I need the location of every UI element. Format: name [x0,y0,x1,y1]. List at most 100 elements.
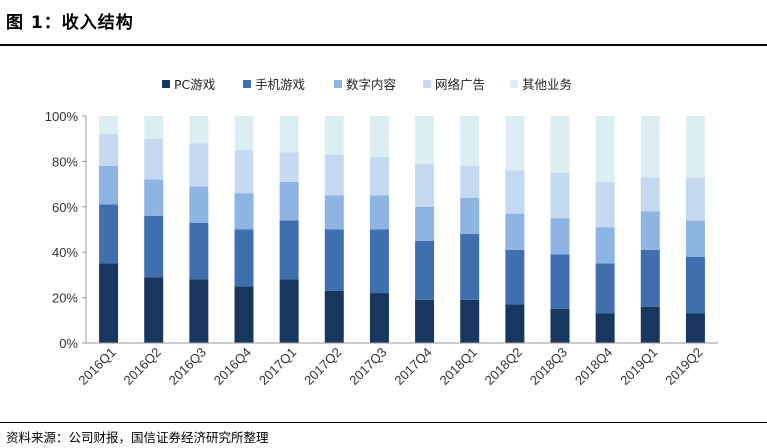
bar-segment-手机游戏-2017Q1 [279,220,299,280]
stacked-bar-chart: PC游戏 手机游戏 数字内容 网络广告 其他业务 0%20%40%60%80%100% … [45,77,718,388]
bar-segment-数字内容-2016Q3 [189,186,209,223]
bar-segment-数字内容-2018Q2 [505,213,525,250]
legend-swatch-其他业务 [510,80,518,88]
bar-segment-手机游戏-2019Q2 [685,256,705,314]
bar-segment-网络广告-2018Q1 [460,165,480,198]
bar-segment-其他业务-2017Q1 [279,116,299,153]
y-tick-label: 0% [59,336,78,351]
bar-segment-手机游戏-2018Q4 [595,263,615,314]
y-tick-label: 40% [52,245,78,260]
legend-label-pc游戏: PC游戏 [174,77,215,92]
bar-segment-数字内容-2019Q2 [685,220,705,257]
bar-segment-其他业务-2019Q1 [640,116,660,178]
bar-segment-数字内容-2017Q2 [324,195,344,230]
bar-segment-其他业务-2017Q2 [324,116,344,155]
bar-segment-数字内容-2018Q1 [460,197,480,235]
bar-segment-手机游戏-2017Q2 [324,229,344,291]
source-divider [0,422,767,423]
bar-segment-其他业务-2018Q2 [505,116,525,171]
y-tick-label: 60% [52,200,78,215]
bar-segment-网络广告-2016Q1 [99,134,119,166]
bar-segment-数字内容-2016Q1 [99,165,119,205]
bar-segment-数字内容-2018Q4 [595,227,615,264]
bar-segment-其他业务-2017Q4 [415,116,435,164]
bar-segment-手机游戏-2017Q3 [369,229,389,294]
bar-segment-其他业务-2016Q4 [234,116,254,151]
bar-segment-数字内容-2018Q3 [550,218,570,255]
figure-title: 图 1：收入结构 [6,13,134,33]
bar-segment-其他业务-2018Q4 [595,116,615,182]
bar-segment-其他业务-2016Q1 [99,116,119,135]
bar-segment-手机游戏-2018Q2 [505,249,525,305]
bar-segment-其他业务-2019Q2 [685,116,705,178]
bar-segment-手机游戏-2016Q4 [234,229,254,287]
bar-segment-网络广告-2018Q3 [550,172,570,219]
bar-segment-手机游戏-2017Q4 [415,240,435,300]
bar-segment-网络广告-2016Q4 [234,150,254,194]
legend-swatch-数字内容 [334,80,342,88]
bar-segment-pc游戏-2017Q4 [415,299,435,343]
bar-segment-pc游戏-2018Q4 [595,313,615,343]
bar-segment-其他业务-2016Q2 [144,116,164,139]
bar-segment-pc游戏-2018Q3 [550,308,570,343]
bar-segment-其他业务-2016Q3 [189,116,209,144]
legend-label-其他业务: 其他业务 [522,77,572,92]
x-axis: 2016Q1 2016Q2 2016Q3 2016Q4 2017Q1 2017Q2 2017… [75,342,718,388]
bar-segment-数字内容-2016Q4 [234,193,254,230]
legend-swatch-手机游戏 [243,80,251,88]
y-tick-label: 20% [52,291,78,306]
bar-segment-网络广告-2018Q2 [505,170,525,214]
bar-segment-手机游戏-2016Q1 [99,204,119,264]
bar-segment-手机游戏-2019Q1 [640,249,660,307]
bar-segment-pc游戏-2019Q2 [685,313,705,343]
x-tick-label: 2017Q2 [301,345,344,388]
bar-segment-手机游戏-2016Q3 [189,222,209,280]
bar-segment-其他业务-2017Q3 [369,116,389,157]
bars [99,116,705,343]
bar-segment-网络广告-2019Q2 [685,177,705,221]
x-tick-label: 2018Q1 [437,345,480,388]
bar-segment-其他业务-2018Q3 [550,116,570,173]
bar-segment-pc游戏-2016Q1 [99,263,119,343]
x-tick-label: 2018Q4 [572,345,615,388]
y-tick-label: 100% [45,109,79,124]
x-tick-label: 2019Q2 [662,345,705,388]
x-tick-label: 2018Q2 [482,345,525,388]
chart-legend: PC游戏 手机游戏 数字内容 网络广告 其他业务 [162,77,572,92]
bar-segment-手机游戏-2018Q1 [460,234,480,300]
bar-segment-数字内容-2017Q3 [369,195,389,230]
bar-segment-数字内容-2016Q2 [144,179,164,216]
source-note: 资料来源：公司财报，国信证券经济研究所整理 [6,430,269,445]
legend-label-数字内容: 数字内容 [346,77,396,92]
title-divider [0,44,767,46]
bar-segment-网络广告-2018Q4 [595,181,615,228]
x-tick-label: 2017Q3 [346,345,389,388]
x-tick-label: 2016Q1 [75,345,118,388]
bar-segment-数字内容-2017Q4 [415,206,435,241]
legend-swatch-pc游戏 [162,80,170,88]
bar-segment-网络广告-2019Q1 [640,177,660,212]
bar-segment-网络广告-2016Q3 [189,143,209,187]
bar-segment-网络广告-2017Q3 [369,156,389,196]
bar-segment-网络广告-2017Q2 [324,154,344,196]
x-tick-label: 2018Q3 [527,345,570,388]
bar-segment-网络广告-2016Q2 [144,138,164,180]
x-tick-label: 2017Q1 [256,345,299,388]
bar-segment-pc游戏-2017Q1 [279,279,299,343]
bar-segment-pc游戏-2016Q3 [189,279,209,343]
bar-segment-pc游戏-2018Q2 [505,304,525,343]
bar-segment-手机游戏-2016Q2 [144,215,164,278]
bar-segment-pc游戏-2017Q3 [369,293,389,343]
legend-label-网络广告: 网络广告 [435,77,485,92]
x-tick-label: 2016Q3 [166,345,209,388]
bar-segment-其他业务-2018Q1 [460,116,480,166]
x-tick-label: 2016Q4 [211,345,254,388]
bar-segment-pc游戏-2018Q1 [460,299,480,343]
bar-segment-pc游戏-2017Q2 [324,290,344,343]
bar-segment-数字内容-2017Q1 [279,181,299,221]
bar-segment-数字内容-2019Q1 [640,211,660,250]
bar-segment-网络广告-2017Q4 [415,163,435,207]
y-axis: 0% 20% 40% 60% 80% 100% [45,109,87,351]
x-tick-label: 2016Q2 [121,345,164,388]
legend-swatch-网络广告 [423,80,431,88]
